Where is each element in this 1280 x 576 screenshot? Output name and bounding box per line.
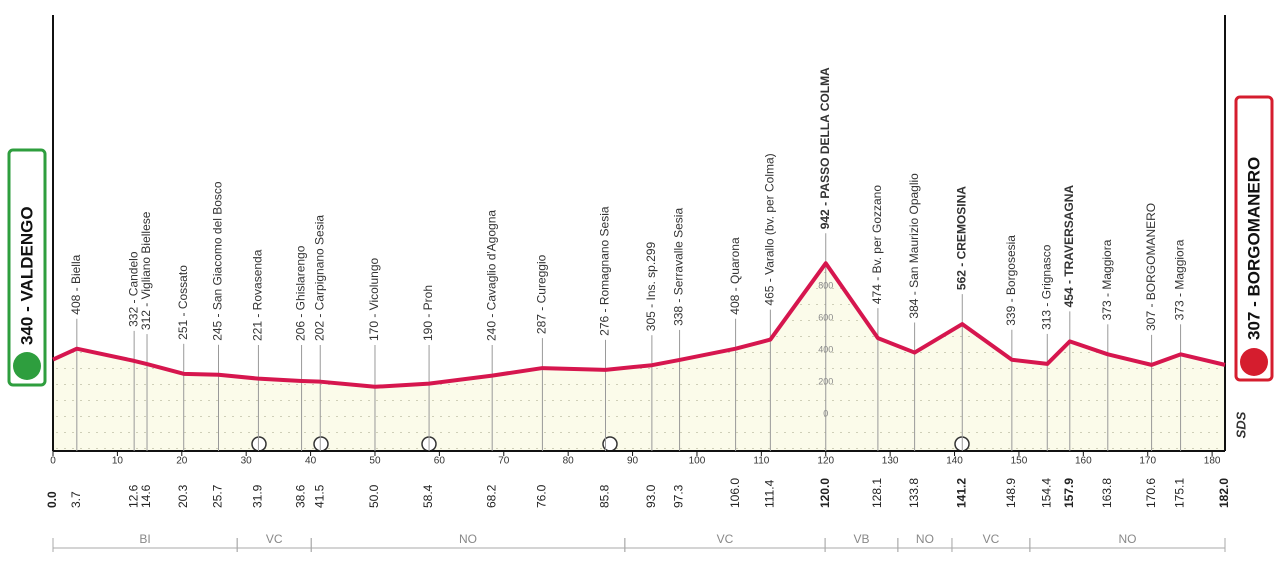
km-label: 170.6: [1144, 478, 1158, 508]
waypoint-label: 221 - Rovasenda: [251, 249, 265, 341]
x-tick-label: 70: [498, 456, 510, 467]
waypoint-label: 190 - Proh: [421, 285, 435, 341]
waypoint-label: 373 - Maggiora: [1100, 239, 1114, 320]
waypoint-label: 276 - Romagnano Sesia: [598, 206, 612, 336]
x-tick-label: 100: [689, 456, 706, 467]
x-tick-label: 160: [1075, 456, 1092, 467]
km-label: 76.0: [535, 484, 549, 508]
x-tick-label: 0: [50, 456, 56, 467]
km-label: 175.1: [1173, 478, 1187, 508]
waypoint-label: 332 - Candelo: [126, 251, 140, 327]
km-label: 93.0: [644, 484, 658, 508]
waypoint-label: 170 - Vicolungo: [367, 258, 381, 342]
x-tick-label: 80: [563, 456, 575, 467]
start-icon: [13, 352, 41, 380]
km-label: 38.6: [294, 484, 308, 508]
km-label: 50.0: [367, 484, 381, 508]
y-tick-label: 800: [818, 280, 833, 290]
waypoint-label: 312 - Vigliano Biellese: [139, 211, 153, 330]
region-label: BI: [139, 532, 150, 546]
waypoint-label: 287 - Cureggio: [535, 254, 549, 334]
region-label: VC: [266, 532, 283, 546]
km-label: 20.3: [176, 484, 190, 508]
region-label: VC: [983, 532, 1000, 546]
km-label: 128.1: [870, 478, 884, 508]
km-label: 58.4: [421, 484, 435, 508]
waypoint-label: 454 - TRAVERSAGNA: [1062, 185, 1076, 308]
x-tick-label: 40: [305, 456, 317, 467]
km-label: 163.8: [1100, 478, 1114, 508]
x-tick-label: 60: [434, 456, 446, 467]
km-label: 0.0: [45, 491, 59, 508]
km-label: 111.4: [763, 479, 777, 508]
x-tick-label: 130: [882, 456, 899, 467]
y-tick-label: 200: [818, 376, 833, 386]
waypoint-label: 408 - Quarona: [728, 237, 742, 315]
waypoint-label: 942 - PASSO DELLA COLMA: [818, 67, 832, 229]
waypoint-label: 338 - Serravalle Sesia: [672, 208, 686, 326]
km-label: 25.7: [211, 484, 225, 508]
waypoint-label: 240 - Cavaglio d'Agogna: [484, 210, 498, 341]
x-tick-label: 170: [1139, 456, 1156, 467]
waypoint-label: 465 - Varallo (bv. per Colma): [763, 153, 777, 305]
x-tick-label: 150: [1011, 456, 1028, 467]
x-tick-label: 120: [817, 456, 834, 467]
x-tick-label: 50: [369, 456, 381, 467]
region-label: VC: [717, 532, 734, 546]
waypoint-label: 245 - San Giacomo del Bosco: [211, 181, 225, 341]
start-box: [7, 148, 47, 387]
waypoint-label: 251 - Cossato: [176, 265, 190, 340]
region-label: VB: [853, 532, 869, 546]
km-label: 182.0: [1217, 478, 1231, 508]
waypoint-label: 474 - Bv. per Gozzano: [870, 185, 884, 305]
profile-line: [52, 261, 1226, 389]
waypoint-label: 562 - CREMOSINA: [954, 186, 968, 290]
x-tick-label: 10: [112, 456, 124, 467]
region-label: NO: [916, 532, 934, 546]
waypoint-label: 373 - Maggiora: [1173, 239, 1187, 320]
km-label: 68.2: [484, 484, 498, 508]
region-label: NO: [459, 532, 477, 546]
km-label: 31.9: [251, 484, 265, 508]
profile-area: [53, 263, 1225, 451]
km-label: 12.6: [126, 484, 140, 508]
finish-icon: [1240, 348, 1268, 376]
km-label: 148.9: [1004, 478, 1018, 508]
km-label: 106.0: [728, 478, 742, 508]
waypoint-label: 408 - Biella: [69, 254, 83, 314]
km-label: 120.0: [818, 478, 832, 508]
y-tick-label: 400: [818, 344, 833, 354]
km-label: 3.7: [69, 491, 83, 508]
km-label: 97.3: [672, 484, 686, 508]
x-tick-label: 90: [627, 456, 639, 467]
km-label: 154.4: [1039, 478, 1053, 508]
logo: SDS: [1233, 411, 1248, 438]
waypoint-label: 307 - BORGOMANERO: [1144, 203, 1158, 331]
waypoint-label: 305 - Ins. sp.299: [644, 241, 658, 331]
y-tick-label: 0: [823, 408, 828, 418]
km-label: 157.9: [1062, 478, 1076, 508]
x-tick-label: 140: [946, 456, 963, 467]
x-tick-label: 180: [1204, 456, 1221, 467]
x-tick-label: 110: [753, 456, 769, 467]
finish-box: [1234, 95, 1274, 382]
waypoint-label: 206 - Ghislarengo: [294, 245, 308, 341]
km-label: 14.6: [139, 484, 153, 508]
x-tick-label: 30: [241, 456, 253, 467]
waypoint-label: 339 - Borgosesia: [1004, 235, 1018, 326]
km-label: 133.8: [907, 478, 921, 508]
finish-name: 307 - BORGOMANERO: [1244, 157, 1263, 340]
region-label: NO: [1118, 532, 1136, 546]
km-label: 41.5: [312, 484, 326, 508]
x-tick-label: 20: [176, 456, 188, 467]
y-tick-label: 600: [818, 312, 833, 322]
start-name: 340 - VALDENGO: [17, 206, 36, 345]
km-label: 141.2: [954, 478, 968, 508]
waypoint-label: 384 - San Maurizio Opaglio: [907, 173, 921, 319]
waypoint-label: 202 - Carpignano Sesia: [312, 215, 326, 341]
km-label: 85.8: [598, 484, 612, 508]
waypoint-label: 313 - Grignasco: [1039, 244, 1053, 330]
